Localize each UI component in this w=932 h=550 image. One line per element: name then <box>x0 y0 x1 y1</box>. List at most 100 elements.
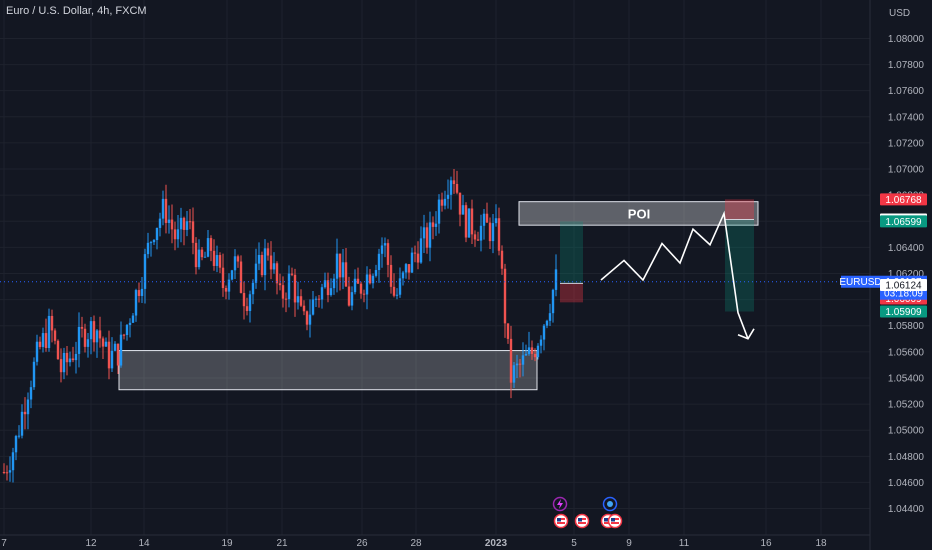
candle[interactable] <box>527 331 531 356</box>
candle[interactable] <box>230 269 234 281</box>
candle[interactable] <box>473 230 477 247</box>
candle[interactable] <box>530 340 534 360</box>
candle[interactable] <box>551 288 555 323</box>
candle[interactable] <box>185 211 189 237</box>
candle[interactable] <box>140 277 144 304</box>
projection-path[interactable] <box>600 210 749 340</box>
candle[interactable] <box>26 392 30 430</box>
candle[interactable] <box>23 397 27 430</box>
candle[interactable] <box>71 346 75 363</box>
candle[interactable] <box>395 288 399 300</box>
candle[interactable] <box>296 281 300 310</box>
candle[interactable] <box>89 316 93 355</box>
candle[interactable] <box>155 227 159 250</box>
candle[interactable] <box>239 255 243 294</box>
candle[interactable] <box>428 211 432 262</box>
candle[interactable] <box>227 273 231 300</box>
candle[interactable] <box>188 208 192 230</box>
candle[interactable] <box>161 190 165 226</box>
candle[interactable] <box>8 456 12 482</box>
candle[interactable] <box>158 212 162 237</box>
candle[interactable] <box>11 447 15 483</box>
candle[interactable] <box>65 346 69 376</box>
candle[interactable] <box>494 204 498 227</box>
candle[interactable] <box>524 344 528 357</box>
candle[interactable] <box>86 333 90 358</box>
candle[interactable] <box>539 335 543 354</box>
candle[interactable] <box>491 213 495 254</box>
candle[interactable] <box>518 359 522 378</box>
candle[interactable] <box>365 266 369 310</box>
candle[interactable] <box>536 343 540 360</box>
poi-zone[interactable] <box>518 201 759 226</box>
candle[interactable] <box>170 204 174 244</box>
candle[interactable] <box>401 270 405 286</box>
candle[interactable] <box>104 337 108 347</box>
candle[interactable] <box>332 273 336 295</box>
candle[interactable] <box>554 254 558 297</box>
annotations[interactable] <box>0 199 870 340</box>
candle[interactable] <box>245 297 249 316</box>
candle[interactable] <box>38 336 42 350</box>
candle[interactable] <box>371 273 375 289</box>
candle[interactable] <box>182 216 186 246</box>
time-axis[interactable]: 7 12 14 19 21 26 28 2023 5 9 11 16 18 <box>1 538 827 549</box>
candle[interactable] <box>68 351 72 367</box>
candle[interactable] <box>506 323 510 344</box>
candle[interactable] <box>434 211 438 236</box>
poi-stop-zone[interactable] <box>725 199 754 220</box>
candle[interactable] <box>548 303 552 326</box>
candle[interactable] <box>206 230 210 258</box>
candle[interactable] <box>14 434 18 461</box>
candle[interactable] <box>146 232 150 259</box>
candle[interactable] <box>137 282 141 303</box>
candle[interactable] <box>482 208 486 240</box>
candle[interactable] <box>197 239 201 270</box>
candle[interactable] <box>221 253 225 297</box>
candle[interactable] <box>152 238 156 246</box>
candle[interactable] <box>203 251 207 258</box>
candle[interactable] <box>479 214 483 252</box>
candle[interactable] <box>377 248 381 283</box>
candle[interactable] <box>113 341 117 352</box>
candle[interactable] <box>212 239 216 271</box>
candle[interactable] <box>464 202 468 243</box>
candle[interactable] <box>293 268 297 317</box>
candle[interactable] <box>311 290 315 316</box>
candle[interactable] <box>488 217 492 250</box>
candle[interactable] <box>281 276 285 308</box>
candle[interactable] <box>404 263 408 279</box>
candle[interactable] <box>128 318 132 338</box>
candle[interactable] <box>485 202 489 223</box>
candle[interactable] <box>35 334 39 366</box>
candle[interactable] <box>545 319 549 329</box>
position-stop-zone[interactable] <box>560 283 583 303</box>
candle[interactable] <box>131 312 135 323</box>
candle[interactable] <box>257 242 261 271</box>
gear-event-icon[interactable] <box>602 496 618 512</box>
candle[interactable] <box>425 222 429 254</box>
candle[interactable] <box>437 194 441 234</box>
candle[interactable] <box>515 354 519 379</box>
us-flag-event-icon[interactable] <box>553 513 569 529</box>
candle[interactable] <box>74 341 78 374</box>
candle[interactable] <box>5 465 9 481</box>
us-flag-event-icon[interactable] <box>607 513 623 529</box>
candle[interactable] <box>308 299 312 338</box>
candle[interactable] <box>53 328 57 345</box>
candle[interactable] <box>80 316 84 338</box>
candle[interactable] <box>92 315 96 352</box>
candle[interactable] <box>266 242 270 261</box>
candle[interactable] <box>368 268 372 285</box>
candle[interactable] <box>356 267 360 284</box>
candle[interactable] <box>59 348 63 383</box>
candle[interactable] <box>329 278 333 297</box>
candle[interactable] <box>338 253 342 291</box>
candle[interactable] <box>47 308 51 352</box>
candle[interactable] <box>29 380 33 409</box>
candle[interactable] <box>458 192 462 227</box>
us-flag-event-icon[interactable] <box>574 513 590 529</box>
candle[interactable] <box>17 425 21 439</box>
candle[interactable] <box>341 249 345 290</box>
